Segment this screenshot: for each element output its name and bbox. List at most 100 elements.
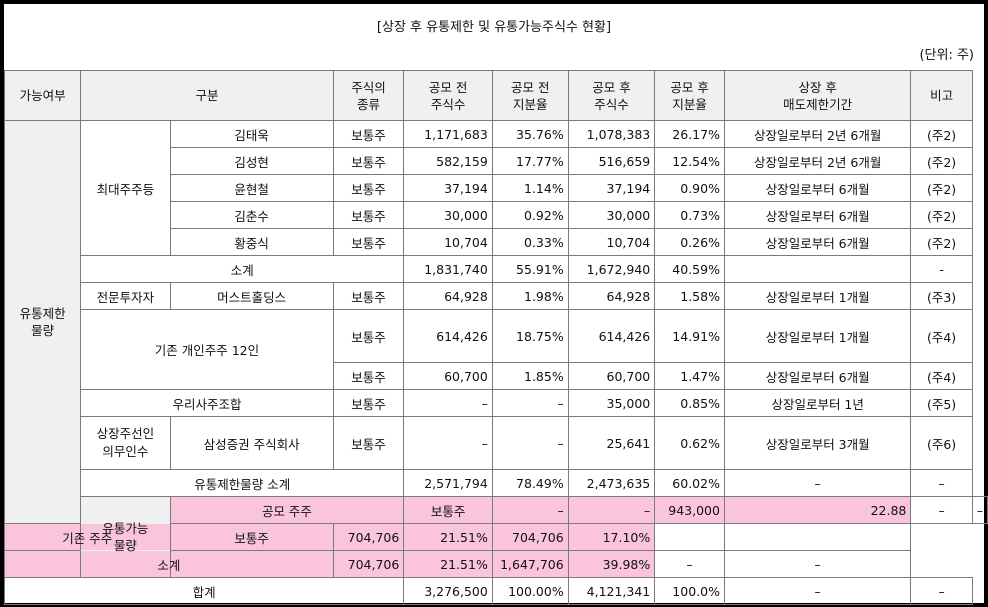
table-row: 전문투자자 머스트홀딩스 보통주 64,928 1.98% 64,928 1.5…: [5, 282, 988, 310]
note: (주2): [910, 201, 973, 229]
ratio-after: 1.58%: [654, 282, 725, 310]
shares-after: 516,659: [567, 147, 656, 175]
header-lockup-period: 상장 후 매도제한기간: [723, 70, 912, 121]
lockup-period: 상장일로부터 6개월: [723, 174, 912, 202]
header-category: 구분: [80, 70, 334, 121]
lockup-period: [723, 255, 912, 283]
table-row: 김춘수 보통주 30,000 0.92% 30,000 0.73% 상장일로부터…: [5, 201, 988, 229]
ratio-after: 26.17%: [654, 120, 725, 148]
shares-before: 60,700: [403, 362, 493, 390]
lockup-period: 상장일로부터 3개월: [723, 416, 912, 470]
ratio-before: 1.98%: [491, 282, 569, 310]
note: (주2): [910, 120, 973, 148]
shares-before: 64,928: [403, 282, 493, 310]
subtotal-row: 소계 1,831,740 55.91% 1,672,940 40.59% -: [5, 255, 988, 283]
lockup-period: 상장일로부터 6개월: [723, 362, 912, 390]
ratio-after: 0.62%: [654, 416, 725, 470]
ratio-before: 17.77%: [491, 147, 569, 175]
ratio-after: 0.26%: [654, 228, 725, 256]
lockup-period: 상장일로부터 1개월: [723, 309, 912, 363]
lockup-period: 상장일로부터 2년 6개월: [723, 120, 912, 148]
stock-type: 보통주: [332, 228, 405, 256]
header-note: 비고: [910, 70, 973, 121]
largest-shareholders-label: 최대주주등: [80, 120, 171, 256]
ratio-after: 60.02%: [654, 469, 725, 497]
note: –: [971, 496, 988, 524]
note: –: [910, 577, 973, 605]
stock-type: 보통주: [169, 523, 334, 551]
note: (주3): [910, 282, 973, 310]
shares-before: 704,706: [332, 550, 405, 578]
shares-before: 1,831,740: [403, 255, 493, 283]
note: (주4): [910, 362, 973, 390]
stock-type: 보통주: [332, 389, 405, 417]
holder-name: 김성현: [169, 147, 334, 175]
note: (주2): [910, 174, 973, 202]
holder-name: 황중식: [169, 228, 334, 256]
shares-after: 25,641: [567, 416, 656, 470]
ratio-before: 78.49%: [491, 469, 569, 497]
holder-name: 머스트홀딩스: [169, 282, 334, 310]
shares-after: 1,672,940: [567, 255, 656, 283]
ratio-after: 22.88: [723, 496, 912, 524]
ratio-after: 100.0%: [654, 577, 725, 605]
note: (주4): [910, 309, 973, 363]
shares-after: 614,426: [567, 309, 656, 363]
header-ratio-before: 공모 전 지분율: [491, 70, 569, 121]
table-row: 기존 개인주주 12인 보통주 614,426 18.75% 614,426 1…: [5, 309, 988, 390]
lockup-period: –: [723, 469, 912, 497]
ratio-before: –: [491, 389, 569, 417]
table-row: 윤현철 보통주 37,194 1.14% 37,194 0.90% 상장일로부터…: [5, 174, 988, 202]
shares-before: 10,704: [403, 228, 493, 256]
ratio-before: 55.91%: [491, 255, 569, 283]
header-stock-type: 주식의 종류: [332, 70, 405, 121]
stock-type: 보통주: [332, 416, 405, 470]
shares-before: 614,426: [403, 309, 493, 363]
header-shares-before: 공모 전 주식수: [403, 70, 493, 121]
shares-before: –: [403, 416, 493, 470]
note: -: [910, 255, 973, 283]
individual-shareholders-label: 기존 개인주주 12인: [80, 309, 334, 390]
note: (주2): [910, 228, 973, 256]
lockup-period: 상장일로부터 1개월: [723, 282, 912, 310]
grand-total-label: 합계: [3, 577, 405, 605]
shares-after: 2,473,635: [567, 469, 656, 497]
stock-type: 보통주: [332, 282, 405, 310]
table-row: 유통제한 물량 최대주주등 김태욱 보통주 1,171,683 35.76% 1,…: [3, 120, 988, 524]
total-row: 합계 3,276,500 100.00% 4,121,341 100.0% – …: [3, 577, 988, 605]
note: –: [723, 550, 912, 578]
holder-name: 삼성증권 주식회사: [169, 416, 334, 470]
lockup-period: 상장일로부터 1년: [723, 389, 912, 417]
tradable-subtotal-label: 소계: [4, 550, 334, 578]
shares-before: 1,171,683: [403, 120, 493, 148]
shares-after: 64,928: [567, 282, 656, 310]
stock-type: 보통주: [332, 201, 405, 229]
ratio-before: 18.75%: [491, 309, 569, 363]
ratio-before: –: [491, 416, 569, 470]
note: (주2): [910, 147, 973, 175]
shares-after: 704,706: [491, 523, 569, 551]
stock-type: 보통주: [332, 362, 405, 390]
ratio-after: 0.85%: [654, 389, 725, 417]
lockup-period: [654, 523, 725, 551]
lockup-period: –: [654, 550, 725, 578]
table-row: 황중식 보통주 10,704 0.33% 10,704 0.26% 상장일로부터…: [5, 228, 988, 256]
ratio-after: 39.98%: [567, 550, 656, 578]
ratio-after: 0.90%: [654, 174, 725, 202]
subtotal-row: 소계 704,706 21.51% 1,647,706 39.98% – –: [4, 550, 988, 578]
shares-before: –: [491, 496, 569, 524]
stock-type: 보통주: [332, 309, 405, 363]
restricted-subtotal-label: 유통제한물량 소계: [80, 469, 405, 497]
table-row: 상장주선인 의무인수 삼성증권 주식회사 보통주 – – 25,641 0.62%…: [5, 416, 988, 470]
shares-after: 30,000: [567, 201, 656, 229]
shares-after: 10,704: [567, 228, 656, 256]
shares-after: 37,194: [567, 174, 656, 202]
lockup-period: 상장일로부터 2년 6개월: [723, 147, 912, 175]
header-row: 가능여부 구분 주식의 종류 공모 전 주식수 공모 전 지분율 공모 후 주식수 공모…: [3, 70, 988, 121]
table-title: [상장 후 유통제한 및 유통가능주식수 현황]: [376, 20, 612, 35]
ratio-before: 35.76%: [491, 120, 569, 148]
table-row: 유통가능 물량 공모 주주 보통주 – – 943,000 22.88 – –: [5, 496, 988, 578]
shares-after: 35,000: [567, 389, 656, 417]
shares-before: 30,000: [403, 201, 493, 229]
